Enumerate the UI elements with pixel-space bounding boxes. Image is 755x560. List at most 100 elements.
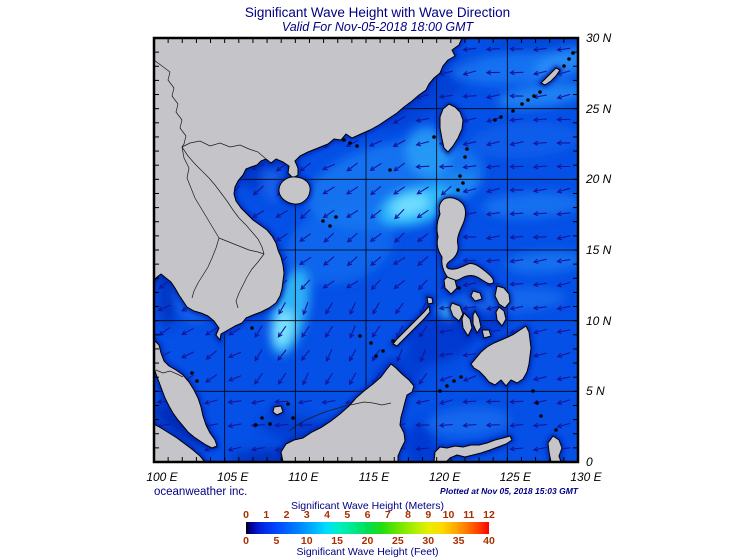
wave-arrow <box>392 116 406 124</box>
wave-arrow <box>415 140 430 147</box>
wave-arrow <box>418 372 428 385</box>
wave-arrow <box>322 186 335 195</box>
wave-arrow <box>348 349 357 362</box>
meters-tick-label: 1 <box>263 509 270 521</box>
wave-arrow <box>250 446 265 452</box>
meters-tick-label: 2 <box>283 509 290 521</box>
wave-arrow <box>346 186 359 195</box>
islet-dots <box>190 51 575 432</box>
feet-tick-label: 0 <box>243 535 249 547</box>
wave-arrow <box>416 209 429 219</box>
wave-arrow <box>349 325 356 339</box>
islet-dot <box>260 416 264 420</box>
wave-arrow <box>205 327 218 336</box>
islet-dot <box>286 402 290 406</box>
wave-arrow <box>277 372 287 385</box>
feet-tick-label: 20 <box>361 535 374 547</box>
wave-arrow <box>462 70 477 76</box>
meters-tick-label: 11 <box>463 509 475 521</box>
wave-arrow <box>274 422 289 428</box>
wave-arrow <box>462 375 477 382</box>
wave-arrow <box>509 93 524 99</box>
wave-arrow <box>485 235 500 241</box>
lon-tick-label: 125 E <box>499 470 532 484</box>
meters-tick-label: 0 <box>243 509 249 521</box>
wave-arrow <box>556 422 571 429</box>
wave-arrow <box>395 302 404 315</box>
islet-dot <box>539 414 543 418</box>
wave-arrow <box>532 140 547 146</box>
islet-dot <box>562 64 566 68</box>
frame-ticks <box>154 38 578 462</box>
wave-arrow <box>485 211 500 217</box>
wave-arrow <box>277 349 287 362</box>
wave-arrow <box>438 164 453 170</box>
wave-arrow <box>418 325 428 338</box>
wave-arrow <box>323 232 335 243</box>
wave-arrow <box>438 329 453 335</box>
islet-dot <box>438 389 442 393</box>
islet-dot <box>268 422 272 426</box>
wave-arrow <box>321 163 336 171</box>
lon-tick-label: 130 E <box>570 470 602 484</box>
wave-arrow <box>532 211 547 217</box>
colorbar-gradient <box>246 522 489 534</box>
wave-arrow <box>509 281 524 287</box>
feet-tick-label: 40 <box>483 535 495 547</box>
wave-arrow <box>227 446 242 452</box>
wave-arrow <box>532 446 547 452</box>
wave-arrow <box>300 279 311 291</box>
wave-arrow <box>462 188 477 194</box>
wave-arrow <box>438 422 453 428</box>
wave-arrow <box>415 422 430 428</box>
wave-arrow <box>322 280 335 289</box>
wave-arrow <box>509 446 524 452</box>
wave-arrow <box>556 163 571 170</box>
wave-arrow <box>509 422 524 428</box>
wave-arrow <box>556 46 571 53</box>
wave-arrow <box>250 399 265 405</box>
islet-dot <box>381 349 385 353</box>
wave-arrow <box>277 325 287 338</box>
wave-arrow <box>370 279 381 291</box>
valid-time-subtitle: Valid For Nov-05-2018 18:00 GMT <box>281 20 474 34</box>
islet-dot <box>254 423 258 427</box>
wave-arrow <box>369 162 382 171</box>
wave-arrow <box>532 422 547 428</box>
wave-arrow <box>415 446 430 452</box>
wave-arrow <box>415 117 430 123</box>
colorbar-title-feet: Significant Wave Height (Feet) <box>296 546 439 558</box>
wave-arrow <box>419 348 427 363</box>
wave-arrow <box>254 325 263 339</box>
wave-arrow <box>556 116 571 123</box>
islet-dot <box>457 286 461 290</box>
wave-arrow <box>181 327 194 335</box>
islet-dot <box>195 379 199 383</box>
wave-arrow <box>392 256 406 265</box>
wave-arrow <box>227 399 242 405</box>
wave-arrow <box>485 164 500 170</box>
wave-arrow <box>556 235 571 241</box>
wave-arrow <box>532 328 547 335</box>
wave-arrow <box>532 164 547 170</box>
wave-arrow <box>203 399 218 405</box>
wave-arrow <box>371 325 381 338</box>
lat-tick-label: 0 <box>586 455 593 469</box>
plotted-timestamp: Plotted at Nov 05, 2018 15:03 GMT <box>440 486 578 496</box>
meters-tick-label: 9 <box>425 509 432 521</box>
wave-arrow <box>370 185 382 196</box>
lat-tick-label: 15 N <box>586 243 612 257</box>
wave-arrow <box>393 186 406 195</box>
wave-arrow <box>227 423 242 429</box>
wave-arrow <box>299 233 312 242</box>
oceanweather-branding: oceanweather inc. <box>154 486 248 498</box>
wave-arrow <box>302 372 309 386</box>
wave-arrow <box>556 399 571 405</box>
wave-arrow <box>227 351 242 359</box>
islet-dot <box>532 94 536 98</box>
wave-arrow <box>438 352 453 358</box>
islet-dot <box>328 224 332 228</box>
lon-tick-label: 105 E <box>216 470 249 484</box>
wave-arrow <box>438 399 453 405</box>
